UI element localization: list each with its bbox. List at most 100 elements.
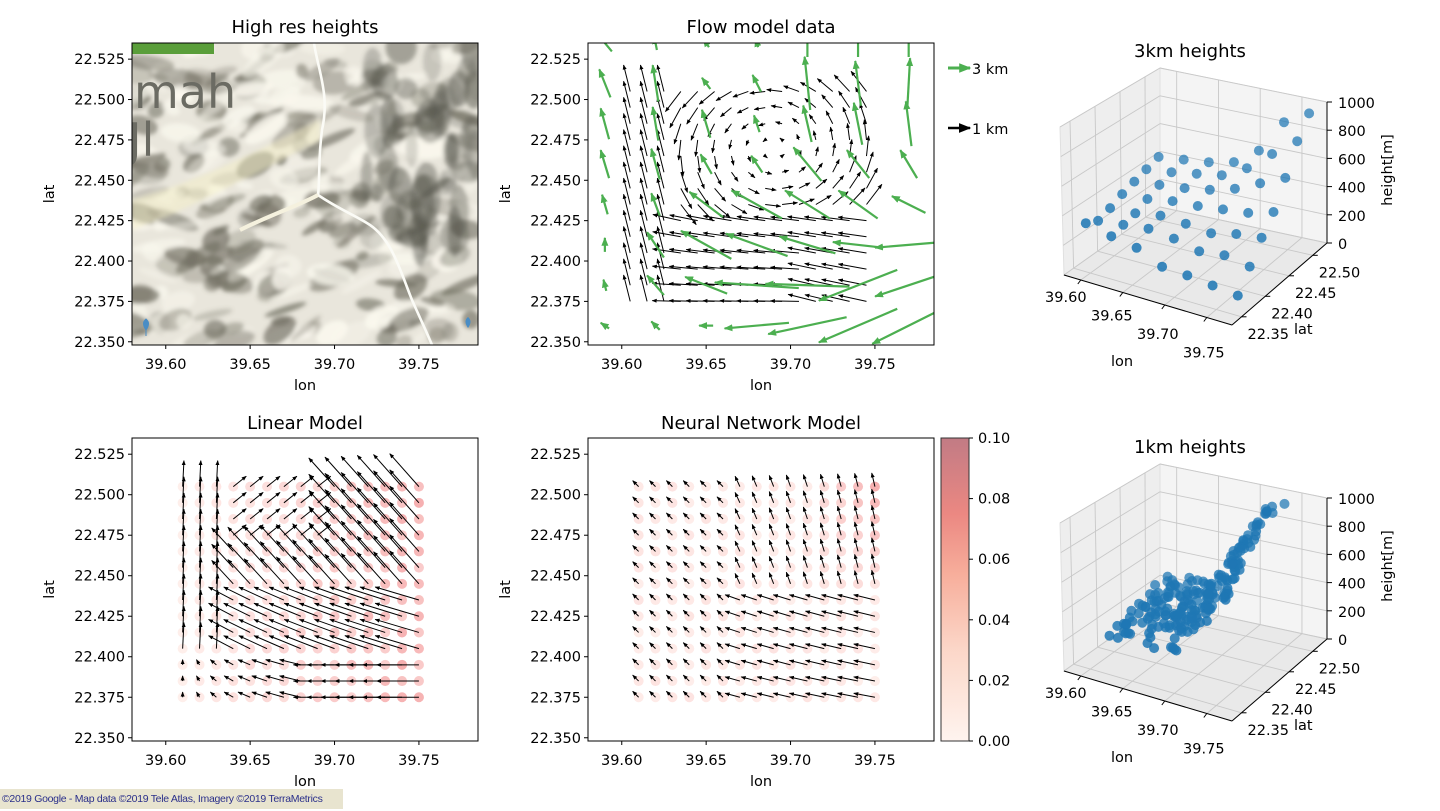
scatter-point bbox=[1118, 220, 1128, 230]
y-tick-label: 22.450 bbox=[530, 173, 581, 189]
y-tick-label: 22.475 bbox=[530, 133, 581, 149]
flow-model-data-panel: Flow model data 39.60 39.65 39.70 39.7522.3… bbox=[498, 17, 1008, 394]
scatter-point bbox=[1260, 509, 1270, 519]
linear-model-panel: Linear Model 39.60 39.65 39.70 39.7522.3502… bbox=[42, 413, 478, 790]
y-tick-label: 22.425 bbox=[74, 214, 125, 230]
panel-title: High res heights bbox=[231, 17, 378, 38]
quiver-key-1km: 1 km bbox=[948, 122, 1008, 138]
colorbar-tick-label: 0.08 bbox=[978, 492, 1010, 508]
scatter-point bbox=[1242, 163, 1252, 173]
y-tick-label: 22.45 bbox=[1295, 682, 1337, 698]
x-axis-label: lon bbox=[294, 378, 316, 394]
z-tick-label: 0 bbox=[1338, 633, 1347, 649]
y-axis-label: lat bbox=[1294, 718, 1313, 734]
y-tick-label: 22.525 bbox=[74, 52, 125, 68]
y-tick-label: 22.35 bbox=[1248, 723, 1290, 739]
scatter-point bbox=[1121, 628, 1131, 638]
scatter-point bbox=[1188, 624, 1198, 634]
scatter-point bbox=[1081, 218, 1091, 228]
z-tick-label: 400 bbox=[1338, 577, 1366, 593]
x-tick-label: 39.75 bbox=[1183, 742, 1225, 758]
colorbar-tick-label: 0.00 bbox=[978, 734, 1010, 750]
colorbar-tick-label: 0.10 bbox=[978, 431, 1010, 447]
x-tick-label: 39.70 bbox=[314, 357, 356, 373]
y-tick-label: 22.400 bbox=[74, 254, 125, 270]
z-tick-label: 800 bbox=[1338, 124, 1366, 140]
scatter-point bbox=[1233, 291, 1243, 301]
y-tick-label: 22.375 bbox=[74, 294, 125, 310]
scatter-point bbox=[1219, 250, 1229, 260]
x-tick-mark bbox=[1204, 714, 1207, 718]
scatter-point bbox=[1235, 542, 1245, 552]
scatter-point bbox=[1203, 589, 1213, 599]
x-tick-label: 39.70 bbox=[770, 753, 812, 769]
scatter-point bbox=[1189, 590, 1199, 600]
y-tick-label: 22.400 bbox=[530, 650, 581, 666]
x-axis-label: lon bbox=[294, 774, 316, 790]
panel-title: Linear Model bbox=[247, 413, 363, 434]
x-tick-label: 39.60 bbox=[1045, 686, 1087, 702]
x-tick-label: 39.65 bbox=[685, 753, 727, 769]
x-tick-mark bbox=[1120, 689, 1123, 693]
panel-title: 1km heights bbox=[1134, 437, 1246, 458]
scatter-point bbox=[1105, 203, 1115, 213]
scatter-point bbox=[1204, 604, 1214, 614]
y-tick-label: 22.500 bbox=[74, 488, 125, 504]
legend-label: 3 km bbox=[972, 62, 1008, 78]
scatter-point bbox=[1208, 281, 1218, 291]
x-tick-label: 39.70 bbox=[1137, 723, 1179, 739]
scatter-point bbox=[1153, 622, 1163, 632]
y-tick-label: 22.375 bbox=[530, 690, 581, 706]
y-tick-label: 22.475 bbox=[74, 528, 125, 544]
y-tick-label: 22.425 bbox=[74, 609, 125, 625]
figure-canvas: High res heights mah Jl 39.60 39.65 39.70 3… bbox=[0, 0, 1440, 811]
y-tick-label: 22.350 bbox=[530, 335, 581, 351]
x-tick-mark bbox=[1204, 318, 1207, 322]
scatter-point bbox=[1192, 169, 1202, 179]
high-res-heights-panel: High res heights mah Jl 39.60 39.65 39.70 3… bbox=[42, 17, 500, 394]
colorbar-tick-label: 0.06 bbox=[978, 552, 1010, 568]
x-axis-label: lon bbox=[750, 774, 772, 790]
x-tick-label: 39.60 bbox=[1045, 290, 1087, 306]
scatter-point bbox=[1137, 618, 1147, 628]
scatter-point bbox=[1204, 579, 1214, 589]
scatter-point bbox=[1174, 609, 1184, 619]
y-tick-label: 22.350 bbox=[74, 731, 125, 747]
x-tick-label: 39.75 bbox=[854, 753, 896, 769]
y-tick-label: 22.525 bbox=[530, 52, 581, 68]
scatter-point bbox=[1121, 619, 1131, 629]
y-axis-label: lat bbox=[42, 580, 58, 599]
scatter-point bbox=[1187, 613, 1197, 623]
scatter-point bbox=[1235, 565, 1245, 575]
x-tick-label: 39.65 bbox=[1091, 309, 1133, 325]
z-tick-label: 1000 bbox=[1338, 96, 1375, 112]
x-tick-label: 39.75 bbox=[398, 357, 440, 373]
z-axis-label: height[m] bbox=[1380, 134, 1396, 206]
y-tick-label: 22.500 bbox=[74, 93, 125, 109]
scatter-point bbox=[1144, 224, 1154, 234]
scatter-point bbox=[1159, 593, 1169, 603]
scatter-point bbox=[1150, 580, 1160, 590]
scatter-point bbox=[1230, 184, 1240, 194]
x-tick-label: 39.70 bbox=[314, 753, 356, 769]
z-tick-label: 400 bbox=[1338, 181, 1366, 197]
x-tick-label: 39.60 bbox=[601, 753, 643, 769]
y-tick-label: 22.40 bbox=[1271, 306, 1313, 322]
x-axis-label: lon bbox=[750, 378, 772, 394]
y-tick-label: 22.500 bbox=[530, 488, 581, 504]
scatter-point bbox=[1141, 164, 1151, 174]
scatter-point bbox=[1169, 234, 1179, 244]
z-tick-label: 600 bbox=[1338, 152, 1366, 168]
y-tick-label: 22.50 bbox=[1319, 661, 1361, 677]
x-tick-label: 39.65 bbox=[229, 357, 271, 373]
colorbar-gradient bbox=[941, 438, 969, 741]
y-tick-label: 22.525 bbox=[530, 447, 581, 463]
scatter-point bbox=[1204, 157, 1214, 167]
terrain-map-image: mah Jl bbox=[108, 26, 500, 357]
y-tick-label: 22.425 bbox=[530, 609, 581, 625]
scatter-point bbox=[1229, 550, 1239, 560]
y-tick-label: 22.500 bbox=[530, 93, 581, 109]
scatter-point bbox=[1168, 196, 1178, 206]
x-tick-label: 39.75 bbox=[854, 357, 896, 373]
y-tick-label: 22.450 bbox=[530, 569, 581, 585]
